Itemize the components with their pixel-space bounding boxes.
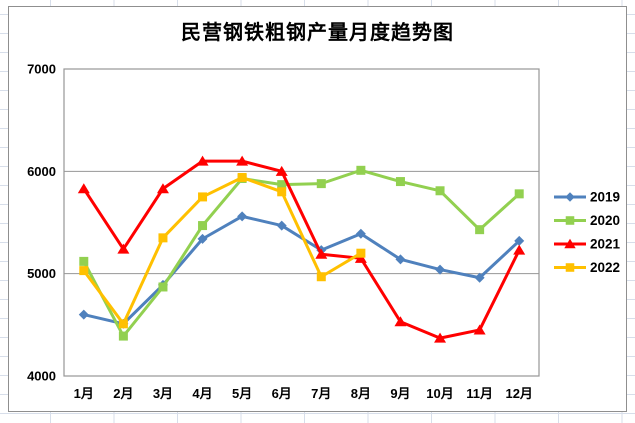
chart-legend: 2019 2020 2021 2022 [554, 190, 621, 275]
triangle-marker-icon [473, 324, 486, 335]
y-axis-label: 5000 [27, 266, 56, 281]
x-axis-label: 9月 [390, 386, 410, 401]
series-2022 [79, 172, 366, 329]
square-marker-icon [277, 187, 287, 197]
legend-entry-2021[interactable]: 2021 [554, 237, 621, 252]
x-axis-label: 4月 [192, 386, 212, 401]
diamond-marker-icon [514, 235, 525, 246]
square-marker-icon [198, 192, 208, 202]
legend-entry-2022[interactable]: 2022 [554, 260, 620, 275]
square-marker-icon [565, 263, 575, 272]
series-2021 [77, 155, 526, 343]
y-axis-label: 4000 [27, 369, 56, 384]
square-marker-icon [198, 221, 208, 231]
x-axis-label: 3月 [153, 386, 173, 401]
square-marker-icon [118, 331, 128, 341]
diamond-marker-icon [237, 211, 248, 222]
triangle-marker-icon [156, 183, 169, 194]
triangle-marker-icon [354, 252, 367, 263]
x-axis: 1月 2月 3月 4月 5月 6月 7月 8月 9月 10月 11月 12月 [74, 386, 533, 401]
triangle-marker-icon [434, 332, 447, 343]
triangle-marker-icon [275, 165, 288, 176]
series-line [82, 175, 362, 326]
x-axis-label: 7月 [311, 386, 331, 401]
triangle-marker-icon [196, 155, 209, 166]
legend-entry-2019[interactable]: 2019 [554, 190, 620, 205]
triangle-marker-icon [394, 316, 407, 327]
y-axis-label: 6000 [27, 164, 56, 179]
square-marker-icon [118, 319, 128, 329]
square-marker-icon [79, 256, 89, 266]
x-axis-label: 10月 [426, 386, 453, 401]
square-marker-icon [395, 177, 405, 187]
x-axis-label: 6月 [272, 386, 292, 401]
triangle-marker-icon [564, 238, 576, 249]
legend-label: 2020 [590, 213, 620, 228]
triangle-marker-icon [315, 248, 328, 259]
square-marker-icon [565, 216, 575, 225]
gridlines [64, 170, 539, 275]
diamond-marker-icon [276, 220, 287, 231]
legend-label: 2022 [590, 260, 620, 275]
legend-label: 2019 [590, 190, 620, 205]
triangle-marker-icon [236, 155, 249, 166]
diamond-marker-icon [435, 264, 446, 275]
y-axis-label: 7000 [27, 62, 56, 77]
square-marker-icon [514, 189, 524, 199]
x-axis-label: 2月 [113, 386, 133, 401]
series-2020 [79, 165, 524, 341]
square-marker-icon [237, 172, 247, 182]
square-marker-icon [475, 225, 485, 235]
series-line [83, 214, 521, 326]
y-axis: 4000 5000 6000 7000 [27, 62, 56, 384]
square-marker-icon [356, 248, 366, 258]
diamond-marker-icon [395, 254, 406, 265]
chart-svg: 4000 5000 6000 7000 1月 2月 3月 4月 5月 6月 7月 8月 9月 10月 11月… [27, 62, 621, 402]
triangle-marker-icon [77, 183, 90, 194]
triangle-marker-icon [513, 244, 526, 255]
square-marker-icon [158, 233, 168, 243]
triangle-marker-icon [117, 243, 130, 254]
diamond-marker-icon [355, 228, 366, 239]
chart-title: 民营钢铁粗钢产量月度趋势图 [181, 22, 454, 44]
legend-label: 2021 [590, 237, 621, 252]
square-marker-icon [316, 179, 326, 189]
x-axis-label: 11月 [466, 386, 493, 401]
diamond-marker-icon [197, 233, 208, 244]
square-marker-icon [356, 165, 366, 175]
x-axis-label: 5月 [232, 386, 252, 401]
series-line [82, 159, 521, 340]
diamond-marker-icon [565, 192, 575, 202]
square-marker-icon [79, 266, 89, 276]
diamond-marker-icon [474, 272, 485, 283]
chart-object[interactable]: 民营钢铁粗钢产量月度趋势图 4000 5000 6000 7000 1月 2月 3月 4月 5月… [8, 6, 627, 412]
diamond-marker-icon [78, 309, 89, 320]
square-marker-icon [158, 282, 168, 292]
legend-entry-2020[interactable]: 2020 [554, 213, 620, 228]
series-2019 [78, 211, 525, 329]
x-axis-label: 12月 [505, 386, 532, 401]
x-axis-label: 8月 [351, 386, 371, 401]
square-marker-icon [277, 180, 287, 190]
x-axis-label: 1月 [74, 386, 94, 401]
series-line [82, 168, 521, 338]
square-marker-icon [316, 272, 326, 282]
plot-area-frame [63, 68, 540, 377]
square-marker-icon [435, 186, 445, 196]
